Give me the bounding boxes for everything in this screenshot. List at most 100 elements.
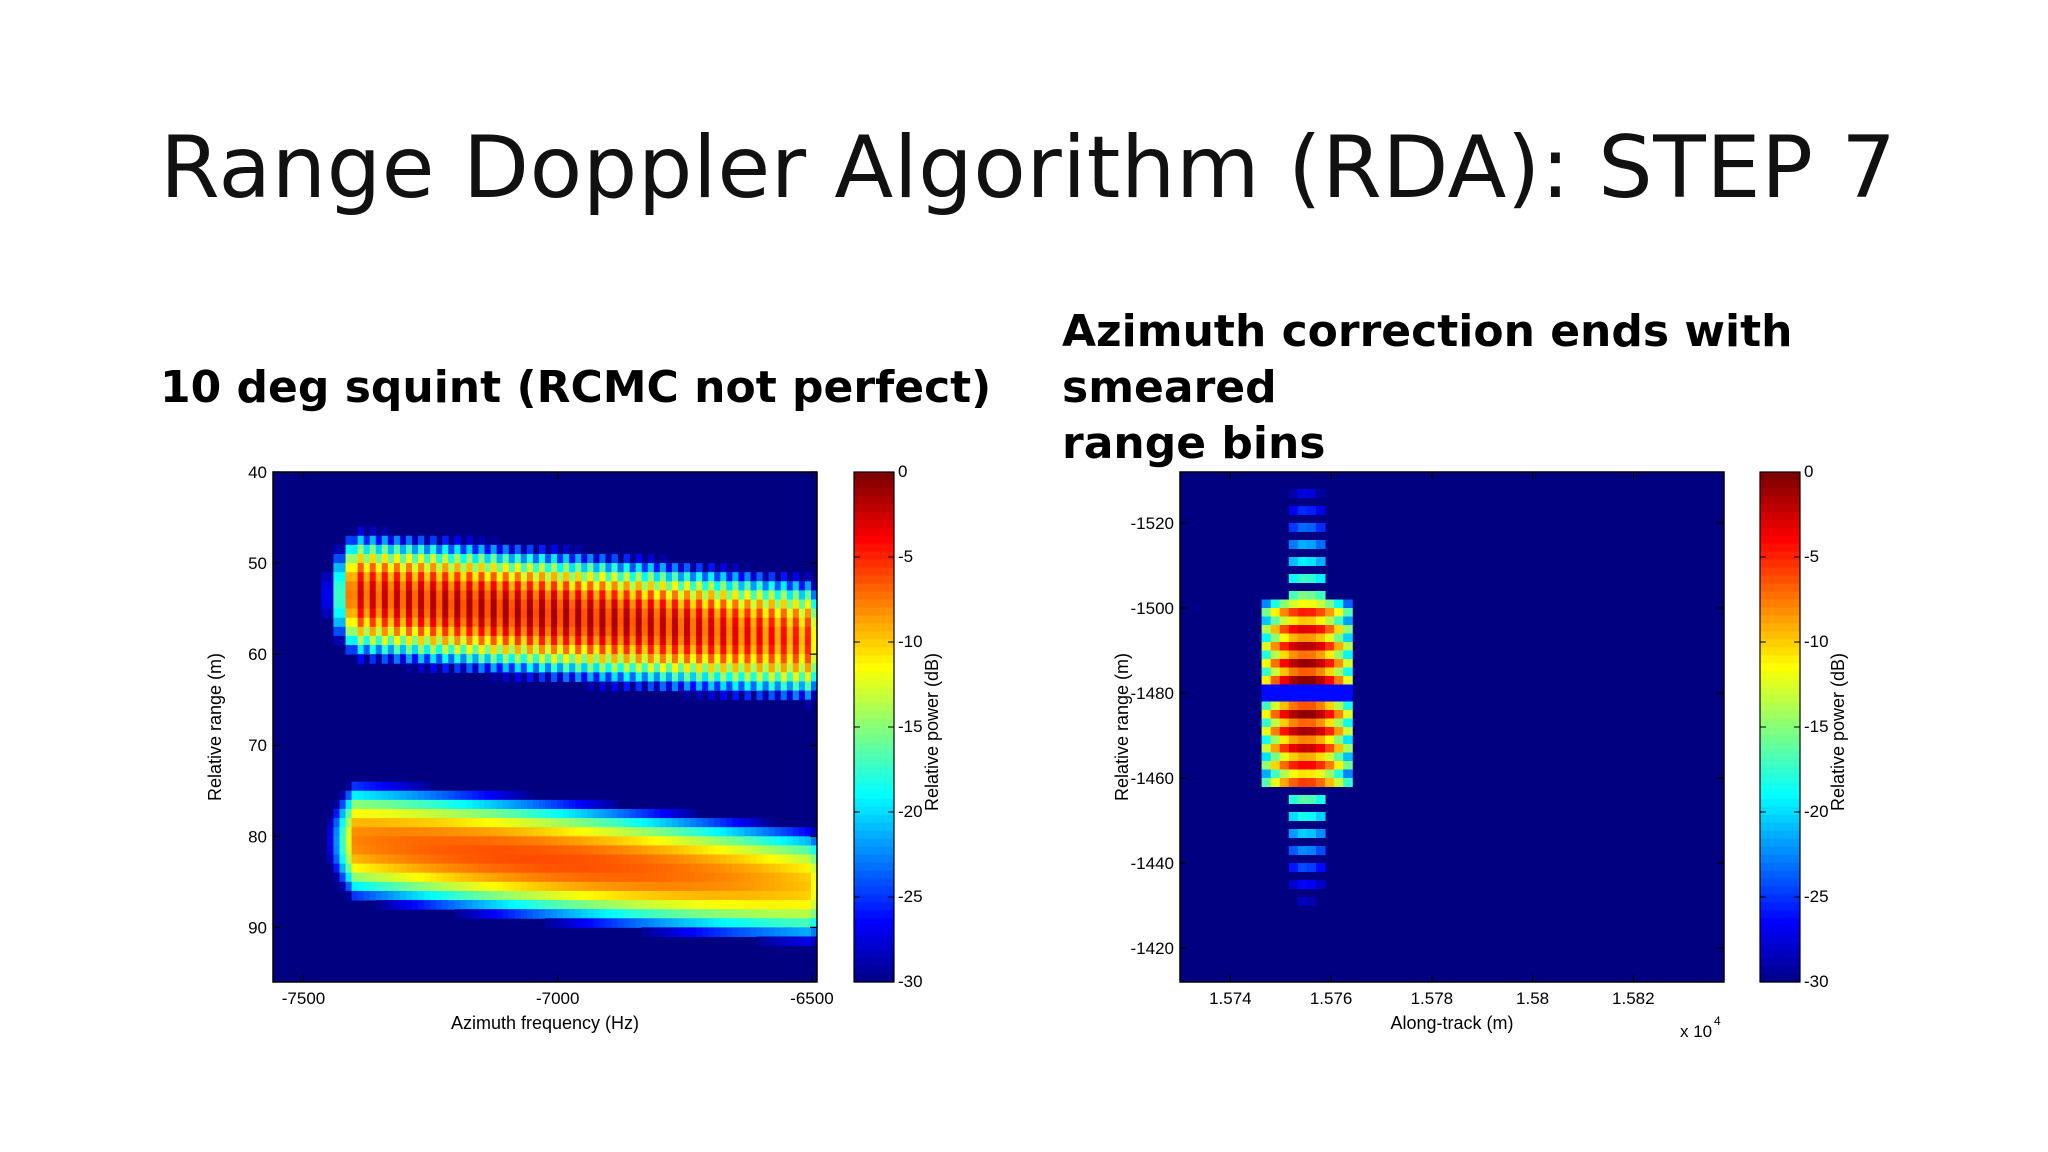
c1-heatmap-cell: [756, 599, 764, 610]
c1-heatmap-cell: [623, 645, 631, 655]
c1-heatmap-cell: [436, 572, 443, 582]
c1-heatmap-cell: [677, 599, 685, 610]
c1-heatmap-cell: [538, 863, 546, 874]
c1-heatmap-cell: [810, 590, 818, 600]
c1-heatmap-cell: [490, 890, 498, 901]
c1-heatmap-cell: [545, 599, 552, 610]
c1-heatmap-cell: [750, 918, 758, 928]
c1-colorbar-swatch: [854, 503, 894, 513]
c1-heatmap-cell: [647, 572, 655, 582]
c1-heatmap-cell: [442, 654, 449, 664]
c1-heatmap-cell: [436, 799, 443, 810]
c1-heatmap-cell: [756, 581, 764, 591]
c2-heatmap-cell: [1288, 642, 1299, 651]
c1-heatmap-cell: [774, 581, 782, 591]
c1-heatmap-cell: [327, 818, 334, 828]
c1-heatmap-cell: [478, 626, 486, 637]
c1-heatmap-cell: [720, 927, 727, 937]
c2-heatmap-cell: [1288, 489, 1299, 498]
c1-heatmap-cell: [726, 854, 733, 865]
c1-heatmap-cell: [387, 563, 395, 573]
c1-heatmap-cell: [690, 581, 697, 591]
c1-heatmap-cell: [810, 872, 818, 883]
c1-heatmap-cell: [387, 635, 395, 646]
c1-heatmap-cell: [551, 909, 558, 919]
c1-heatmap-cell: [375, 626, 383, 637]
c1-heatmap-cell: [321, 599, 328, 610]
c1-heatmap-cell: [430, 581, 437, 591]
c1-heatmap-cell: [345, 645, 353, 655]
c2-colorbar-swatch: [1760, 878, 1800, 887]
c2-heatmap-cell: [1316, 769, 1326, 779]
c2-colorbar-tick-label: 0: [1804, 462, 1813, 481]
c1-heatmap-cell: [551, 799, 558, 810]
c2-heatmap-cell: [1261, 659, 1272, 668]
c1-heatmap-cell: [677, 863, 685, 874]
c1-heatmap-cell: [629, 599, 637, 610]
c1-heatmap-cell: [399, 599, 407, 610]
c1-heatmap-cell: [726, 863, 733, 874]
c1-heatmap-cell: [375, 608, 383, 619]
c1-heatmap-cell: [405, 836, 413, 846]
c1-heatmap-cell: [502, 808, 510, 819]
c2-heatmap-cell: [1316, 591, 1326, 600]
c1-heatmap-cell: [514, 900, 522, 910]
c1-heatmap-cell: [665, 654, 673, 664]
c1-heatmap-cell: [551, 626, 558, 637]
c2-colorbar-swatch: [1760, 535, 1800, 545]
c1-heatmap-cell: [412, 544, 419, 555]
c1-colorbar-swatch: [854, 663, 894, 672]
c1-heatmap-cell: [526, 863, 534, 874]
c1-heatmap-cell: [472, 663, 480, 673]
c1-heatmap-cell: [696, 900, 703, 910]
c1-heatmap-cell: [502, 872, 510, 883]
c1-heatmap-cell: [810, 635, 818, 646]
c2-colorbar-swatch: [1760, 591, 1800, 601]
c1-heatmap-cell: [720, 681, 727, 692]
c1-heatmap-cell: [768, 590, 776, 600]
c1-heatmap-cell: [575, 663, 582, 673]
c1-heatmap-cell: [484, 544, 492, 555]
c1-heatmap-cell: [375, 590, 383, 600]
c1-heatmap-cell: [563, 599, 570, 610]
c1-heatmap-cell: [478, 599, 486, 610]
c1-heatmap-cell: [424, 590, 431, 600]
c1-heatmap-cell: [617, 590, 625, 600]
c1-heatmap-cell: [641, 845, 649, 855]
c1-heatmap-cell: [460, 581, 467, 591]
c1-heatmap-cell: [424, 654, 431, 664]
c1-heatmap-cell: [599, 581, 606, 591]
c2-heatmap-cell: [1325, 761, 1335, 770]
c1-heatmap-cell: [732, 827, 739, 837]
c1-heatmap-cell: [478, 808, 486, 819]
c1-heatmap-cell: [381, 572, 389, 582]
c1-heatmap-cell: [532, 909, 540, 919]
c1-heatmap-cell: [532, 654, 540, 664]
c2-heatmap-cell: [1316, 540, 1326, 549]
c1-heatmap-cell: [593, 808, 600, 819]
c1-heatmap-cell: [551, 581, 558, 591]
c1-heatmap-cell: [490, 790, 498, 801]
c1-heatmap-cell: [538, 563, 546, 573]
c1-heatmap-cell: [412, 872, 419, 883]
c1-heatmap-cell: [387, 645, 395, 655]
right-chart-heading: Azimuth correction ends with smeared ran…: [1062, 304, 1922, 472]
c1-heatmap-cell: [684, 836, 691, 846]
c1-heatmap-cell: [484, 808, 492, 819]
c1-heatmap-cell: [387, 890, 395, 901]
c1-heatmap-cell: [623, 827, 631, 837]
c1-heatmap-cell: [466, 863, 473, 874]
c1-heatmap-cell: [744, 581, 752, 591]
c1-heatmap-cell: [756, 927, 764, 937]
c1-colorbar-swatch: [854, 830, 894, 840]
c2-heatmap-cell: [1288, 659, 1299, 668]
c1-heatmap-cell: [369, 590, 377, 600]
c1-heatmap-cell: [538, 645, 546, 655]
c1-heatmap-cell: [671, 927, 679, 937]
c2-ytick-label: -1420: [1131, 939, 1174, 958]
c1-heatmap-cell: [490, 799, 498, 810]
c2-heatmap-cell: [1279, 667, 1290, 677]
c2-heatmap-cell: [1270, 599, 1281, 609]
c1-heatmap-cell: [587, 890, 594, 901]
c1-heatmap-cell: [623, 836, 631, 846]
